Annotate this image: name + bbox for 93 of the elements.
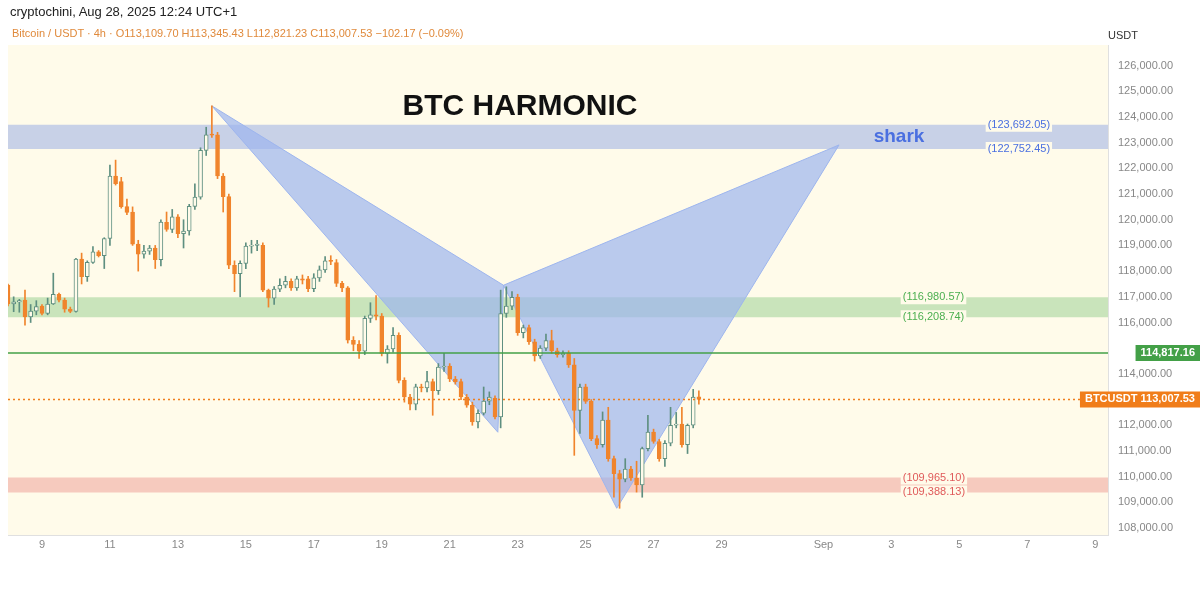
- candlestick: [436, 363, 441, 395]
- candlestick: [673, 412, 679, 429]
- candlestick: [515, 293, 520, 336]
- candlestick: [549, 329, 554, 354]
- candlestick: [368, 302, 373, 323]
- ref-line-label: 114,817.16: [1140, 345, 1195, 358]
- candlestick: [334, 259, 339, 287]
- y-tick-label: 111,000.00: [1118, 444, 1172, 457]
- candlestick: [283, 275, 288, 289]
- x-tick-label: 15: [239, 537, 252, 550]
- candlestick: [668, 406, 673, 447]
- candlestick: [419, 383, 424, 393]
- y-tick-label: 122,000.00: [1118, 161, 1174, 174]
- x-tick-label: 11: [104, 537, 116, 550]
- candlestick: [696, 390, 702, 405]
- candlestick: [566, 350, 571, 368]
- y-tick-label: 114,000.00: [1118, 366, 1173, 379]
- ref-line-label: BTCUSDT 113,007.53: [1084, 392, 1195, 405]
- y-tick-label: 121,000.00: [1118, 187, 1174, 200]
- y-tick-label: 126,000.00: [1118, 58, 1174, 71]
- x-tick-label: 5: [956, 537, 963, 550]
- x-tick-label: 25: [579, 537, 592, 550]
- x-tick-label: 13: [171, 537, 185, 550]
- text: Bitcoin / USDT · 4h · O113,109.70 H113,345.43 L112,821.23 C113,007.53 −102.17 (−0.09%): [12, 27, 464, 39]
- candlestick: [198, 147, 203, 200]
- candlestick: [617, 469, 622, 509]
- annotation: (122,752.45): [987, 142, 1051, 155]
- x-tick-label: 27: [647, 537, 660, 550]
- candlestick: [209, 105, 215, 138]
- annotation: (116,980.57): [902, 290, 965, 303]
- candlestick: [520, 324, 526, 339]
- y-tick-label: 116,000.00: [1118, 315, 1173, 328]
- y-tick-label: 110,000.00: [1118, 469, 1173, 482]
- y-tick-label: 109,000.00: [1118, 495, 1174, 508]
- annotation: (109,388.13): [902, 485, 966, 498]
- candlestick: [441, 353, 447, 372]
- candlestick: [504, 286, 509, 318]
- candlestick: [498, 289, 503, 429]
- y-axis-title: USDT: [1108, 29, 1138, 41]
- x-tick-label: 3: [888, 537, 895, 550]
- candlestick: [651, 428, 656, 444]
- y-tick-label: 118,000.00: [1118, 264, 1173, 277]
- candlestick: [62, 297, 67, 313]
- candlestick: [181, 219, 186, 249]
- annotation: (123,692.05): [987, 117, 1051, 130]
- candlestick: [685, 423, 690, 454]
- y-tick-label: 112,000.00: [1118, 418, 1173, 431]
- candlestick: [470, 401, 475, 426]
- candlestick: [28, 304, 33, 323]
- band-label: shark: [873, 125, 925, 147]
- y-tick-label: 124,000.00: [1118, 109, 1174, 122]
- x-tick-label: 21: [443, 537, 456, 550]
- x-tick-label: 23: [511, 537, 524, 550]
- candlestick: [113, 159, 118, 186]
- candlestick: [130, 206, 135, 246]
- text: BTC HARMONIC: [401, 88, 639, 122]
- x-tick-label: 29: [715, 537, 728, 550]
- y-tick-label: 117,000.00: [1118, 289, 1173, 302]
- y-tick-label: 125,000.00: [1118, 84, 1174, 97]
- candlestick: [232, 260, 237, 292]
- candlestick: [164, 211, 169, 232]
- candlestick: [79, 252, 84, 285]
- x-tick-label: 7: [1024, 537, 1031, 550]
- chart-subtitle: cryptochini, Aug 28, 2025 12:24 UTC+1: [10, 4, 238, 19]
- candlestick: [266, 288, 271, 308]
- candlestick: [45, 297, 50, 316]
- x-tick-label: 19: [375, 537, 388, 550]
- x-tick-label: 17: [307, 537, 320, 550]
- candlestick: [249, 239, 254, 254]
- candlestick: [373, 295, 379, 321]
- candlestick: [254, 239, 260, 251]
- candlestick: [33, 300, 39, 316]
- candlestick: [17, 299, 22, 313]
- y-tick-label: 108,000.00: [1118, 521, 1174, 534]
- annotation: (109,965.10): [902, 470, 966, 483]
- y-tick-label: 119,000.00: [1118, 238, 1173, 251]
- candlestick: [215, 132, 220, 179]
- candlestick: [600, 411, 605, 448]
- candlestick: [317, 265, 322, 282]
- candlestick: [453, 376, 458, 385]
- candlestick: [634, 460, 639, 493]
- candlestick: [402, 377, 407, 403]
- candlestick: [351, 336, 356, 352]
- candlestick: [481, 386, 487, 416]
- y-tick-label: 120,000.00: [1118, 212, 1174, 225]
- x-tick-label: 9: [1092, 537, 1099, 550]
- candlestick: [300, 274, 305, 285]
- x-tick-label: 9: [38, 537, 46, 550]
- y-tick-label: 123,000.00: [1118, 135, 1174, 148]
- annotation: (116,208.74): [902, 310, 965, 323]
- candlestick: [464, 394, 470, 408]
- candlestick: [583, 383, 588, 404]
- x-tick-label: Sep: [813, 537, 834, 550]
